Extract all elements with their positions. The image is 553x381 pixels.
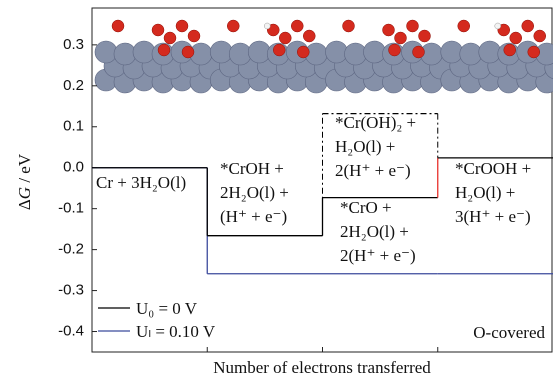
y-tick-label: -0.2: [58, 241, 84, 258]
y-tick-label: 0.2: [63, 77, 84, 94]
state-label: H₂O(l) +: [455, 183, 515, 202]
state-label: *CrO +: [340, 198, 392, 217]
y-tick-label: 0.3: [63, 36, 84, 53]
y-tick-label: -0.3: [58, 282, 84, 299]
oxygen-atom: [188, 30, 200, 42]
oxygen-atom: [522, 20, 534, 32]
state-label: (H⁺ + e⁻): [220, 207, 287, 226]
state-label: *CrOH +: [220, 159, 284, 178]
state-label: 3(H⁺ + e⁻): [455, 207, 531, 226]
oxygen-atom: [273, 44, 285, 56]
state-label: 2H₂O(l) +: [340, 222, 409, 241]
legend-label: U₀ = 0 V: [136, 299, 198, 318]
oxygen-atom: [291, 20, 303, 32]
oxygen-atom: [528, 46, 540, 58]
legend-label: Uₗ = 0.10 V: [136, 322, 216, 341]
oxygen-atom: [510, 32, 522, 44]
oxygen-atom: [413, 46, 425, 58]
y-label-suffix: / eV: [15, 153, 34, 187]
atom: [460, 43, 482, 65]
atom: [248, 41, 270, 63]
atom: [210, 41, 232, 63]
y-label-prefix: Δ: [15, 199, 34, 210]
y-tick-label: -0.4: [58, 322, 84, 339]
oxygen-atom: [343, 20, 355, 32]
oxygen-atom: [227, 20, 239, 32]
oxygen-atom: [152, 24, 164, 36]
atom: [133, 41, 155, 63]
structure-image: [210, 20, 336, 93]
oxygen-atom: [504, 44, 516, 56]
atom: [326, 41, 348, 63]
atom: [479, 41, 501, 63]
atom: [345, 43, 367, 65]
oxygen-atom: [279, 32, 291, 44]
atom: [441, 41, 463, 63]
atom: [114, 43, 136, 65]
annotation: O-covered: [473, 323, 545, 342]
oxygen-atom: [164, 32, 176, 44]
atom: [364, 41, 386, 63]
hydrogen-atom: [264, 23, 270, 29]
structure-image: [95, 20, 221, 93]
y-tick-label: 0.1: [63, 118, 84, 135]
chart: ΔG / eV Number of electrons transferred …: [0, 0, 553, 381]
y-axis-label: ΔG / eV: [15, 153, 34, 210]
oxygen-atom: [407, 20, 419, 32]
oxygen-atom: [176, 20, 188, 32]
y-tick-label: 0.0: [63, 159, 84, 176]
hydrogen-atom: [495, 23, 501, 29]
oxygen-atom: [297, 46, 309, 58]
state-label: H₂O(l) +: [335, 137, 395, 156]
atom: [229, 43, 251, 65]
oxygen-atom: [383, 24, 395, 36]
oxygen-atom: [303, 30, 315, 42]
state-label: 2(H⁺ + e⁻): [335, 161, 411, 180]
state-label: 2(H⁺ + e⁻): [340, 246, 416, 265]
oxygen-atom: [182, 46, 194, 58]
oxygen-atom: [419, 30, 431, 42]
atom: [95, 41, 117, 63]
oxygen-atom: [534, 30, 546, 42]
structure-image: [441, 20, 553, 93]
oxygen-atom: [112, 20, 124, 32]
y-label-symbol: G: [15, 187, 34, 199]
oxygen-atom: [395, 32, 407, 44]
oxygen-atom: [389, 44, 401, 56]
oxygen-atom: [158, 44, 170, 56]
state-label: Cr + 3H₂O(l): [96, 173, 186, 192]
x-axis-label: Number of electrons transferred: [213, 358, 431, 377]
state-label: *CrOOH +: [455, 159, 531, 178]
state-label: *Cr(OH)₂ +: [335, 113, 416, 132]
oxygen-atom: [458, 20, 470, 32]
state-label: 2H₂O(l) +: [220, 183, 289, 202]
structure-image: [326, 20, 452, 93]
y-tick-label: -0.1: [58, 200, 84, 217]
